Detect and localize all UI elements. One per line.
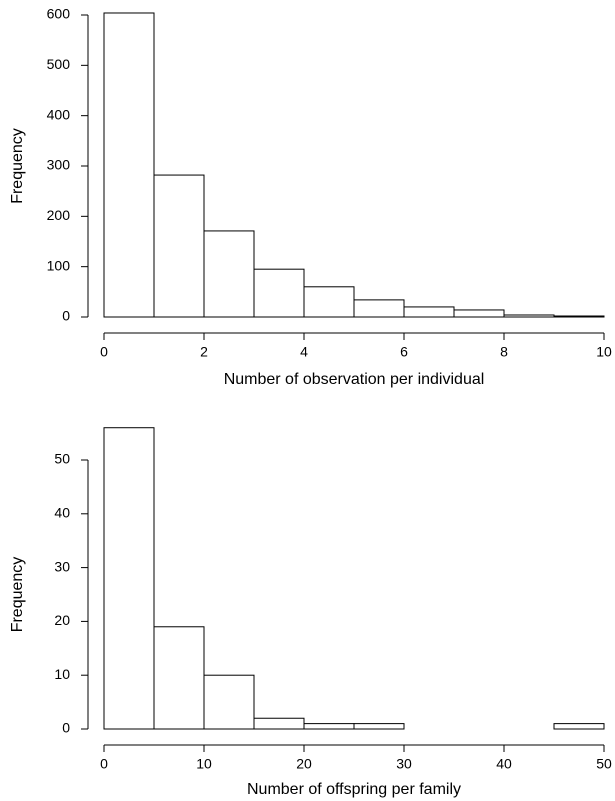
x-axis-label: Number of offspring per family	[247, 781, 461, 798]
x-tick-label: 0	[100, 756, 108, 772]
x-tick-label: 8	[500, 344, 508, 360]
x-tick-label: 4	[300, 344, 308, 360]
bar	[503, 314, 555, 318]
bar	[403, 306, 455, 318]
bar	[153, 174, 205, 318]
y-tick-label: 0	[62, 308, 70, 324]
bar	[353, 723, 405, 730]
y-tick-label: 10	[54, 666, 70, 682]
y-tick-label: 300	[47, 157, 71, 173]
x-tick-label: 20	[296, 756, 312, 772]
y-tick-label: 600	[47, 6, 71, 22]
x-tick-label: 6	[400, 344, 408, 360]
y-tick-label: 40	[54, 505, 70, 521]
bar	[103, 427, 155, 730]
x-tick-label: 50	[596, 756, 612, 772]
y-tick-label: 400	[47, 106, 71, 122]
x-tick-label: 0	[100, 344, 108, 360]
bar	[203, 674, 255, 730]
bar	[103, 12, 155, 318]
x-tick-label: 10	[196, 756, 212, 772]
bar	[303, 286, 355, 318]
bar	[303, 723, 355, 730]
y-axis-label: Frequency	[9, 128, 26, 204]
bar	[453, 309, 505, 318]
bar	[253, 717, 305, 730]
y-tick-label: 30	[54, 558, 70, 574]
y-axis-label: Frequency	[9, 557, 26, 633]
y-tick-label: 0	[62, 720, 70, 736]
x-tick-label: 40	[496, 756, 512, 772]
bar	[353, 299, 405, 318]
y-tick-label: 200	[47, 207, 71, 223]
bar	[203, 230, 255, 318]
y-tick-label: 50	[54, 451, 70, 467]
x-tick-label: 30	[396, 756, 412, 772]
x-tick-label: 10	[596, 344, 612, 360]
y-tick-label: 100	[47, 257, 71, 273]
y-tick-label: 20	[54, 612, 70, 628]
bar	[253, 268, 305, 318]
bar	[153, 626, 205, 730]
x-tick-label: 2	[200, 344, 208, 360]
bar	[553, 315, 605, 318]
y-tick-label: 500	[47, 56, 71, 72]
bar	[553, 723, 605, 730]
x-axis-label: Number of observation per individual	[224, 371, 485, 388]
